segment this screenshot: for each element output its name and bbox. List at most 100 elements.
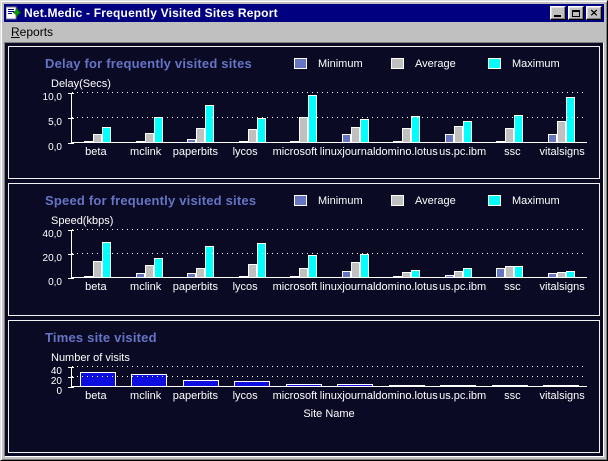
bar-group-lycos: [227, 230, 279, 277]
bar-visits-microsoft: [285, 383, 322, 386]
x-category-label-beta: beta: [85, 390, 107, 402]
panel-speed: Speed for frequently visited sites Minim…: [8, 183, 600, 316]
bar-maximum-beta: [102, 241, 112, 277]
x-axis-labels: beta mclink paperbits lycos microsoft linuxjo…: [71, 146, 599, 158]
bar-group-microsoft: [278, 93, 330, 142]
bar-average-us.pc.ibm: [453, 271, 463, 277]
bar-minimum-linuxjournal: [341, 271, 351, 277]
plot-area: [71, 92, 587, 143]
minimize-button[interactable]: [550, 6, 566, 20]
x-category-label-vitalsigns: vitalsigns: [539, 390, 585, 402]
bar-average-linuxjournal: [350, 127, 360, 142]
minimize-icon: [554, 15, 561, 17]
bar-maximum-ssc: [514, 114, 524, 142]
bar-group-us.pc.ibm: [433, 93, 485, 142]
legend-swatch-maximum: [488, 195, 501, 206]
panel-delay-title: Delay for frequently visited sites: [45, 56, 252, 71]
bar-maximum-microsoft: [308, 94, 318, 142]
x-category-label-ssc: ssc: [504, 390, 521, 402]
bar-maximum-beta: [102, 126, 112, 142]
legend-swatch-average: [391, 195, 404, 206]
legend-item-minimum: Minimum: [294, 58, 391, 70]
bar-average-paperbits: [196, 127, 206, 142]
report-content: Delay for frequently visited sites Minim…: [4, 42, 604, 457]
legend-speed: Minimum Average Maximum: [294, 195, 585, 207]
gridline: [72, 366, 587, 367]
x-category-label-paperbits: paperbits: [172, 281, 218, 293]
bar-maximum-linuxjournal: [359, 253, 369, 277]
bar-group-beta: [72, 93, 124, 142]
bar-minimum-vitalsigns: [547, 273, 557, 277]
x-category-label-linuxjournal: linuxjournal: [319, 281, 376, 293]
bar-minimum-lycos: [238, 141, 248, 142]
bar-average-domino.lotus: [402, 272, 412, 277]
bar-average-paperbits: [196, 267, 206, 277]
x-category-label-paperbits: paperbits: [172, 146, 218, 158]
legend-swatch-minimum: [294, 195, 307, 206]
gridline: [72, 92, 587, 93]
gridline: [72, 229, 587, 230]
bar-group-linuxjournal: [330, 367, 382, 386]
close-icon: ×: [589, 6, 599, 19]
bar-maximum-us.pc.ibm: [462, 268, 472, 277]
bar-minimum-lycos: [238, 276, 248, 277]
close-button[interactable]: ×: [586, 6, 602, 20]
x-category-label-microsoft: microsoft: [272, 390, 318, 402]
y-axis: 40,0 20,0 0,0: [9, 229, 74, 288]
bar-group-domino.lotus: [381, 230, 433, 277]
bar-maximum-mclink: [153, 117, 163, 142]
bar-group-paperbits: [175, 367, 227, 386]
x-category-label-us.pc.ibm: us.pc.ibm: [439, 146, 487, 158]
menu-item-reports[interactable]: Reports: [11, 25, 54, 39]
legend-label: Minimum: [318, 57, 363, 70]
y-tick-mark: [68, 278, 74, 279]
bar-visits-vitalsigns: [543, 385, 580, 386]
bar-group-linuxjournal: [330, 93, 382, 142]
window-title: Net.Medic - Frequently Visited Sites Rep…: [24, 6, 278, 20]
y-tick-label: 0,0: [48, 277, 62, 288]
bar-minimum-mclink: [135, 140, 145, 142]
x-category-label-vitalsigns: vitalsigns: [539, 281, 585, 293]
legend-label: Maximum: [512, 57, 560, 70]
y-tick-label: 40,0: [42, 229, 62, 240]
bar-minimum-linuxjournal: [341, 134, 351, 142]
legend-label: Average: [415, 194, 456, 207]
x-category-label-domino.lotus: domino.lotus: [375, 281, 438, 293]
y-tick-mark: [68, 143, 74, 144]
x-category-label-lycos: lycos: [232, 281, 258, 293]
bar-group-vitalsigns: [536, 367, 588, 386]
x-category-label-linuxjournal: linuxjournal: [319, 390, 376, 402]
bar-group-domino.lotus: [381, 367, 433, 386]
bar-minimum-microsoft: [290, 141, 300, 142]
netmedic-app-icon: [6, 6, 21, 20]
bar-minimum-domino.lotus: [393, 276, 403, 277]
bar-group-microsoft: [278, 367, 330, 386]
bar-minimum-paperbits: [187, 138, 197, 142]
bar-average-beta: [93, 133, 103, 142]
gridline: [72, 252, 587, 254]
legend-delay: Minimum Average Maximum: [294, 58, 585, 70]
y-axis: 40 20 0: [9, 366, 74, 397]
bar-maximum-mclink: [153, 258, 163, 277]
titlebar[interactable]: Net.Medic - Frequently Visited Sites Rep…: [4, 4, 604, 22]
bar-visits-paperbits: [182, 379, 219, 386]
bar-maximum-lycos: [256, 118, 266, 142]
x-category-label-domino.lotus: domino.lotus: [375, 390, 438, 402]
x-category-label-vitalsigns: vitalsigns: [539, 146, 585, 158]
bar-minimum-vitalsigns: [547, 134, 557, 142]
bar-visits-lycos: [234, 381, 271, 386]
bar-visits-domino.lotus: [388, 385, 425, 386]
bar-group-ssc: [484, 93, 536, 142]
bar-group-domino.lotus: [381, 93, 433, 142]
maximize-button[interactable]: [568, 6, 584, 20]
legend-item-minimum: Minimum: [294, 195, 391, 207]
gridline: [72, 116, 587, 118]
bar-minimum-beta: [84, 276, 94, 277]
bar-average-microsoft: [299, 267, 309, 277]
panel-times-title: Times site visited: [45, 330, 157, 345]
y-tick-label: 40: [50, 366, 62, 377]
maximize-icon: [572, 9, 580, 17]
legend-label: Maximum: [512, 194, 560, 207]
x-category-label-beta: beta: [85, 146, 107, 158]
bar-average-domino.lotus: [402, 127, 412, 142]
